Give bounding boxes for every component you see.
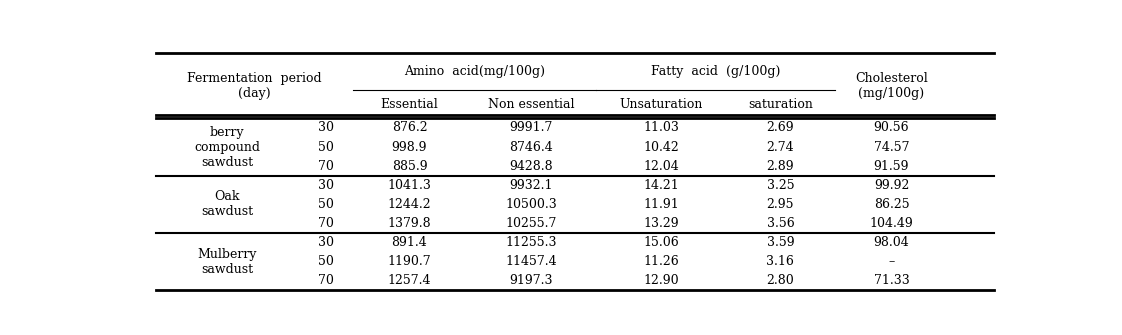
Text: 30: 30 [318,179,333,192]
Text: 30: 30 [318,236,333,249]
Text: 2.89: 2.89 [766,160,794,173]
Text: 70: 70 [318,274,333,287]
Text: 71.33: 71.33 [874,274,909,287]
Text: 11.91: 11.91 [643,198,679,211]
Text: 50: 50 [318,198,333,211]
Text: 998.9: 998.9 [392,141,427,153]
Text: Oak
sawdust: Oak sawdust [201,190,254,218]
Text: 1257.4: 1257.4 [388,274,431,287]
Text: 3.16: 3.16 [766,255,794,268]
Text: 3.56: 3.56 [766,217,794,230]
Text: 98.04: 98.04 [874,236,909,249]
Text: 14.21: 14.21 [643,179,679,192]
Text: 11.03: 11.03 [643,121,679,134]
Text: 9197.3: 9197.3 [509,274,553,287]
Text: 891.4: 891.4 [392,236,427,249]
Text: 9932.1: 9932.1 [509,179,553,192]
Text: 15.06: 15.06 [643,236,679,249]
Text: 3.59: 3.59 [766,236,794,249]
Text: 11.26: 11.26 [643,255,679,268]
Text: 1041.3: 1041.3 [387,179,431,192]
Text: 11457.4: 11457.4 [505,255,557,268]
Text: berry
compound
sawdust: berry compound sawdust [194,126,260,169]
Text: 2.80: 2.80 [766,274,794,287]
Text: –: – [889,255,894,268]
Text: 99.92: 99.92 [874,179,909,192]
Text: 9428.8: 9428.8 [509,160,553,173]
Text: 1379.8: 1379.8 [388,217,431,230]
Text: 11255.3: 11255.3 [505,236,557,249]
Text: 91.59: 91.59 [874,160,909,173]
Text: 50: 50 [318,141,333,153]
Text: 885.9: 885.9 [392,160,427,173]
Text: 1244.2: 1244.2 [388,198,431,211]
Text: 70: 70 [318,160,333,173]
Text: 2.95: 2.95 [766,198,794,211]
Text: 12.04: 12.04 [643,160,679,173]
Text: Fatty  acid  (g/100g): Fatty acid (g/100g) [651,65,780,78]
Text: 9991.7: 9991.7 [509,121,553,134]
Text: 12.90: 12.90 [643,274,679,287]
Text: 2.74: 2.74 [766,141,794,153]
Text: Mulberry
sawdust: Mulberry sawdust [197,248,257,276]
Text: 70: 70 [318,217,333,230]
Text: Non essential: Non essential [488,97,574,111]
Text: Essential: Essential [380,97,439,111]
Text: 876.2: 876.2 [392,121,427,134]
Text: 90.56: 90.56 [874,121,909,134]
Text: 50: 50 [318,255,333,268]
Text: 10500.3: 10500.3 [505,198,557,211]
Text: 10.42: 10.42 [643,141,679,153]
Text: Unsaturation: Unsaturation [619,97,702,111]
Text: 104.49: 104.49 [870,217,913,230]
Text: 74.57: 74.57 [874,141,909,153]
Text: 30: 30 [318,121,333,134]
Text: Cholesterol
(mg/100g): Cholesterol (mg/100g) [855,72,928,100]
Text: 10255.7: 10255.7 [505,217,557,230]
Text: 8746.4: 8746.4 [509,141,553,153]
Text: 2.69: 2.69 [766,121,794,134]
Text: 13.29: 13.29 [643,217,679,230]
Text: 86.25: 86.25 [874,198,909,211]
Text: Fermentation  period
(day): Fermentation period (day) [187,72,322,100]
Text: 3.25: 3.25 [766,179,794,192]
Text: Amino  acid(mg/100g): Amino acid(mg/100g) [404,65,545,78]
Text: 1190.7: 1190.7 [388,255,431,268]
Text: saturation: saturation [748,97,812,111]
